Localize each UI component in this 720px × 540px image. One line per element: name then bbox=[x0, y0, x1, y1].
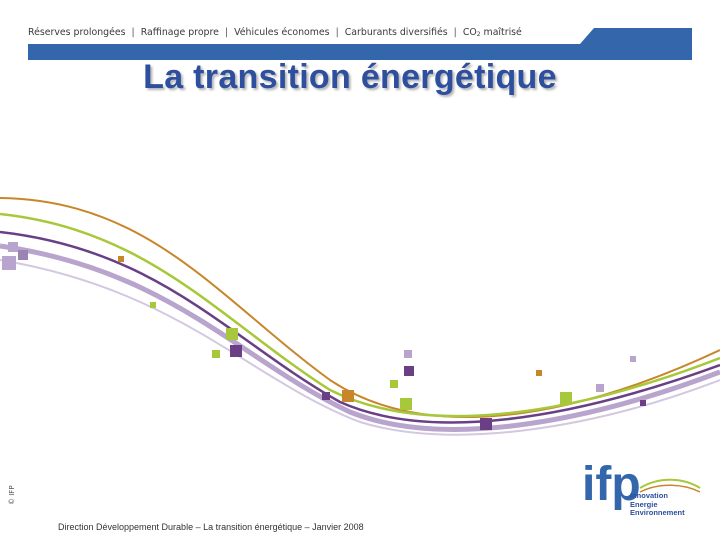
logo-tagline-line1: Innovation bbox=[630, 491, 668, 500]
nav-separator: | bbox=[131, 27, 135, 38]
nav-item-co2[interactable]: CO2 maîtrisé bbox=[463, 27, 522, 38]
ifp-logo: ifp bbox=[580, 452, 701, 511]
header-bar bbox=[28, 44, 692, 60]
nav-co2-suffix: maîtrisé bbox=[480, 27, 522, 38]
logo-tagline-line3: Environnement bbox=[630, 508, 685, 517]
nav-separator: | bbox=[335, 27, 339, 38]
footer-text: Direction Développement Durable – La tra… bbox=[58, 522, 364, 532]
decorative-swoosh bbox=[0, 197, 720, 436]
nav-item-vehicules[interactable]: Véhicules économes bbox=[234, 27, 330, 38]
nav-item-reserves[interactable]: Réserves prolongées bbox=[28, 27, 126, 38]
ifp-logo-text: ifp bbox=[582, 458, 641, 511]
decorative-squares bbox=[2, 242, 646, 430]
nav-item-carburants[interactable]: Carburants diversifiés bbox=[344, 27, 448, 38]
slide-title: La transition énergétique bbox=[143, 58, 557, 96]
nav-co2-prefix: CO bbox=[462, 27, 477, 38]
nav-item-raffinage[interactable]: Raffinage propre bbox=[140, 27, 219, 38]
copyright-text: © IFP bbox=[8, 485, 16, 505]
nav-separator: | bbox=[453, 27, 457, 38]
logo-tagline-line2: Energie bbox=[630, 499, 658, 509]
top-navigation: Réserves prolongées | Raffinage propre | Véh… bbox=[28, 26, 580, 40]
nav-co2-subscript: 2 bbox=[476, 31, 481, 38]
nav-separator: | bbox=[224, 27, 229, 38]
logo-tagline: Innovation Energie Environnement bbox=[630, 491, 685, 518]
